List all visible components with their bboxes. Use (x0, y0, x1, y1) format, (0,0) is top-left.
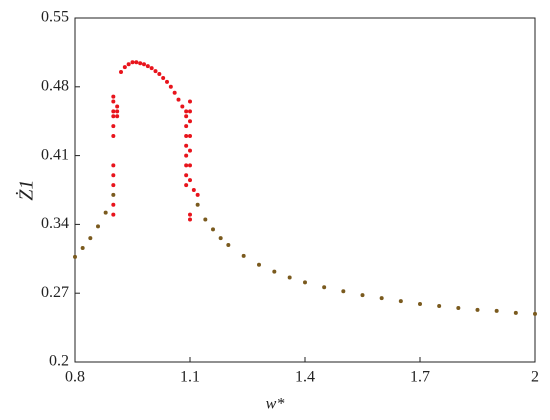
point (218, 236, 223, 241)
point (418, 302, 422, 307)
point (226, 243, 231, 248)
point (111, 94, 116, 99)
point (111, 183, 116, 188)
point (257, 262, 261, 267)
point (360, 293, 365, 298)
point (153, 69, 158, 74)
point (168, 84, 173, 89)
point (195, 202, 200, 207)
point (130, 60, 135, 65)
point (73, 254, 77, 259)
point (203, 217, 208, 222)
point (111, 163, 116, 168)
point (180, 104, 185, 109)
point (80, 245, 85, 250)
point (111, 173, 116, 178)
point (111, 212, 116, 217)
y-tick-label: 0.27 (41, 284, 69, 301)
point (188, 133, 192, 138)
point (184, 114, 189, 119)
x-tick-label: 1.4 (295, 369, 315, 386)
point (456, 305, 461, 310)
x-tick-label: 1.7 (410, 369, 430, 386)
point (533, 311, 537, 316)
point (188, 99, 192, 104)
point (145, 64, 150, 69)
point (188, 178, 192, 183)
point (184, 124, 189, 129)
point (149, 66, 154, 71)
point (195, 192, 200, 197)
point (134, 60, 139, 65)
point (111, 109, 116, 114)
point (115, 104, 120, 109)
point (88, 236, 93, 241)
point (322, 285, 327, 290)
point (188, 109, 192, 114)
point (184, 109, 189, 114)
y-axis-label: Ż1 (15, 179, 38, 200)
point (272, 269, 277, 274)
point (188, 217, 192, 222)
y-tick-label: 0.2 (49, 353, 69, 370)
point (188, 212, 192, 217)
point (157, 72, 162, 77)
point (287, 275, 292, 280)
point (188, 163, 192, 168)
point (111, 133, 116, 138)
point (176, 97, 181, 102)
point (111, 99, 116, 104)
point (126, 62, 131, 67)
y-tick-label: 0.34 (41, 215, 69, 232)
point (111, 202, 116, 207)
point (494, 308, 499, 313)
point (184, 153, 189, 158)
y-tick-label: 0.55 (41, 9, 69, 26)
point (211, 227, 215, 232)
point (161, 75, 166, 80)
point (188, 148, 192, 153)
point (379, 296, 384, 301)
point (111, 114, 116, 119)
point (341, 289, 346, 294)
y-tick-label: 0.41 (41, 146, 69, 163)
point (103, 210, 108, 215)
point (115, 109, 120, 114)
point (184, 173, 189, 178)
y-tick-label: 0.48 (41, 77, 69, 94)
point (184, 143, 189, 148)
point (111, 124, 116, 129)
point (115, 114, 120, 119)
point (165, 79, 169, 84)
x-tick-label: 1.1 (180, 369, 200, 386)
point (191, 188, 196, 192)
point (188, 119, 192, 124)
point (184, 133, 189, 138)
point (437, 303, 442, 308)
point (122, 65, 127, 70)
point (513, 310, 518, 315)
point (142, 62, 146, 67)
point (184, 183, 189, 188)
point (398, 299, 403, 304)
point (303, 280, 307, 285)
point (119, 70, 123, 75)
x-axis-label: w* (266, 396, 285, 413)
point (241, 253, 246, 258)
point (111, 192, 116, 197)
x-tick-label: 2 (531, 369, 539, 386)
point (138, 61, 143, 66)
point (96, 224, 100, 229)
plot-frame (74, 17, 536, 363)
point (184, 163, 189, 168)
x-tick-label: 0.8 (65, 369, 85, 386)
point (172, 90, 177, 95)
point (475, 307, 480, 312)
